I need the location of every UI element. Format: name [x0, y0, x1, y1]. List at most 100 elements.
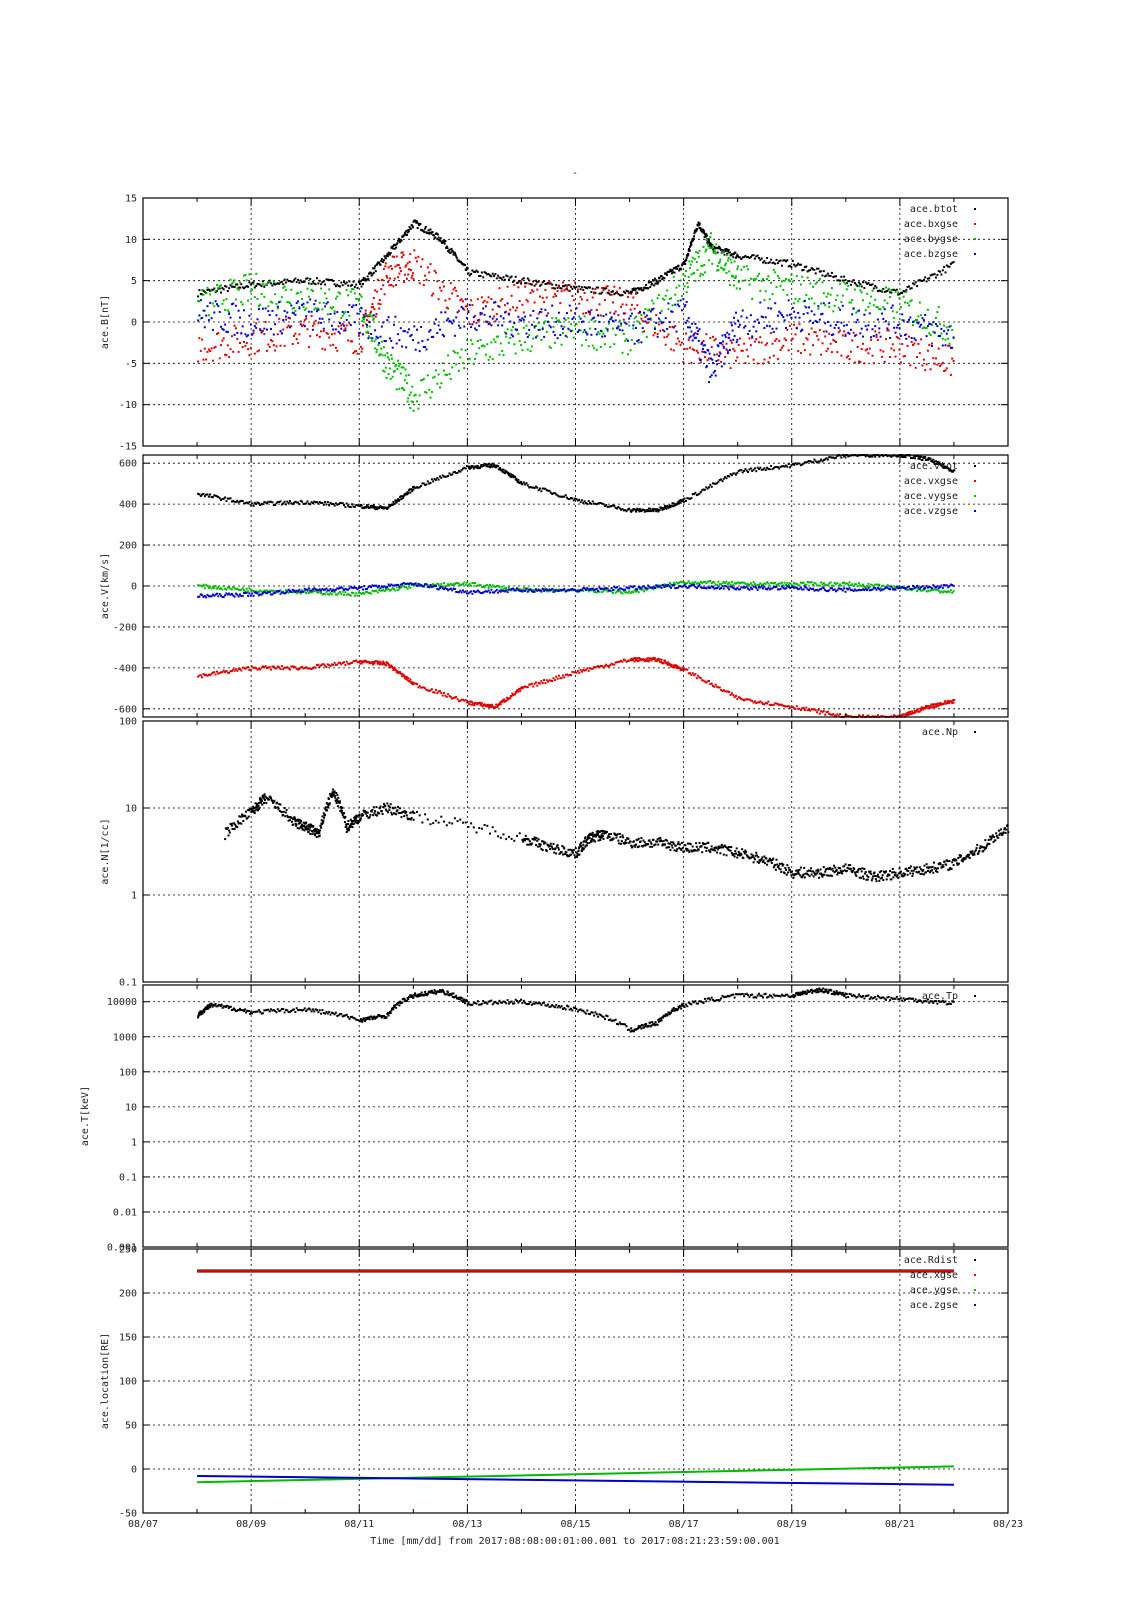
data-point — [925, 335, 928, 338]
data-point — [578, 498, 581, 501]
data-point — [329, 592, 332, 595]
data-point — [455, 695, 458, 698]
data-point — [845, 288, 848, 291]
data-point — [299, 323, 302, 326]
data-point — [274, 283, 277, 286]
data-point — [583, 329, 586, 332]
data-point — [756, 701, 759, 704]
data-point — [548, 590, 551, 593]
data-point — [483, 313, 486, 316]
data-point — [356, 312, 359, 315]
data-point — [409, 391, 412, 394]
data-point — [449, 320, 452, 323]
data-point — [299, 666, 302, 669]
data-point — [668, 326, 671, 328]
data-point — [209, 293, 212, 296]
data-point — [452, 288, 455, 291]
data-point — [408, 680, 411, 683]
data-point — [682, 667, 685, 670]
data-point — [506, 275, 509, 278]
data-point — [726, 352, 729, 355]
data-point — [524, 282, 527, 285]
data-point — [436, 382, 439, 385]
data-point — [275, 282, 278, 285]
data-point — [571, 497, 574, 500]
data-point — [236, 587, 239, 590]
data-point — [509, 697, 512, 700]
data-point — [395, 255, 398, 258]
data-point — [479, 591, 482, 594]
data-point — [457, 582, 460, 585]
data-point — [830, 351, 833, 354]
data-point — [253, 666, 256, 669]
data-point — [759, 258, 762, 261]
data-point — [387, 316, 390, 319]
data-point — [426, 266, 429, 269]
data-point — [209, 595, 212, 598]
data-point — [206, 289, 209, 291]
data-point — [735, 287, 738, 290]
data-point — [401, 583, 404, 586]
data-point — [843, 455, 846, 458]
data-point — [716, 482, 719, 485]
data-point — [468, 466, 471, 469]
data-point — [499, 588, 502, 591]
data-point — [298, 305, 301, 308]
data-point — [878, 308, 881, 310]
legend-label: ace.btot — [910, 204, 958, 215]
data-point — [862, 299, 864, 302]
data-point — [336, 593, 339, 596]
data-point — [366, 590, 368, 593]
data-point — [197, 300, 200, 302]
data-point — [441, 694, 444, 697]
data-point — [638, 288, 641, 291]
data-point — [380, 258, 383, 261]
data-point — [912, 457, 914, 459]
data-point — [890, 455, 893, 458]
data-point — [666, 662, 669, 665]
data-point — [636, 340, 639, 342]
data-point — [360, 592, 363, 595]
data-point — [887, 287, 890, 290]
data-point — [365, 314, 368, 317]
data-point — [879, 308, 882, 311]
data-point — [472, 581, 475, 584]
data-point — [282, 319, 285, 322]
data-point — [570, 285, 573, 288]
data-point — [311, 588, 314, 591]
data-point — [710, 247, 713, 250]
data-point — [450, 247, 453, 250]
data-point — [607, 320, 610, 323]
data-point — [918, 352, 921, 355]
data-point — [801, 463, 804, 466]
data-point — [759, 336, 762, 339]
data-point — [544, 288, 547, 291]
data-point — [436, 238, 439, 241]
data-point — [926, 705, 929, 707]
data-point — [370, 506, 373, 509]
data-point — [340, 324, 343, 327]
data-point — [460, 298, 463, 301]
data-point — [689, 672, 691, 675]
data-point — [357, 661, 360, 663]
data-point — [513, 343, 516, 346]
data-point — [266, 592, 268, 595]
data-point — [408, 394, 411, 397]
data-point — [734, 251, 737, 254]
data-point — [362, 324, 364, 327]
data-point — [791, 584, 794, 587]
data-point — [898, 297, 901, 300]
series-ace-btot — [197, 219, 955, 298]
data-point — [710, 682, 713, 685]
data-point — [562, 327, 564, 330]
data-point — [437, 298, 440, 301]
data-point — [636, 304, 639, 307]
data-point — [470, 326, 473, 329]
data-point — [372, 590, 375, 593]
data-point — [885, 320, 887, 323]
data-point — [654, 282, 657, 285]
data-point — [313, 500, 316, 503]
data-point — [953, 698, 956, 701]
data-point — [622, 333, 625, 335]
data-point — [789, 264, 791, 267]
